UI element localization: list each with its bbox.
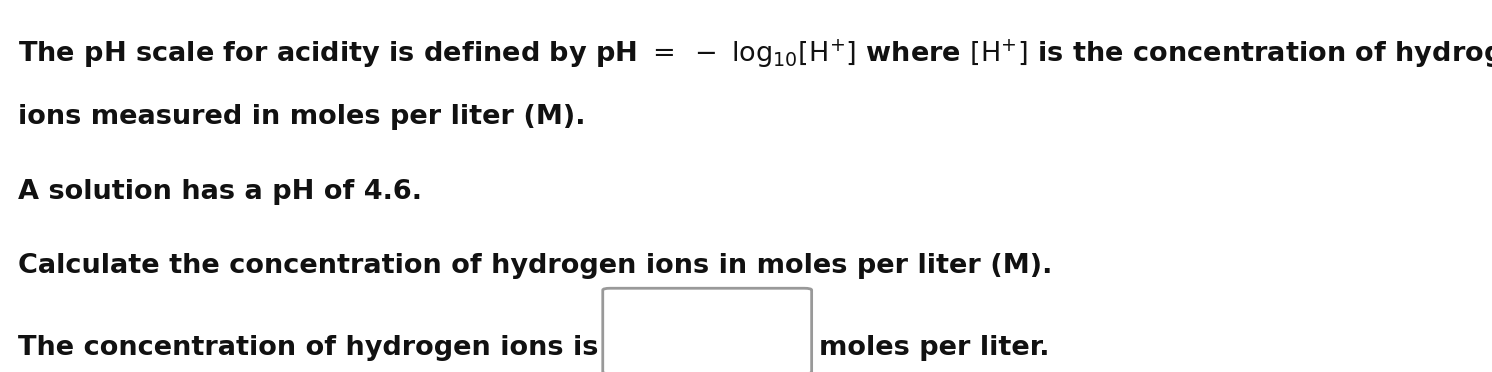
Text: moles per liter.: moles per liter.	[819, 335, 1049, 361]
Text: A solution has a pH of 4.6.: A solution has a pH of 4.6.	[18, 179, 422, 205]
FancyBboxPatch shape	[603, 288, 812, 372]
Text: The concentration of hydrogen ions is: The concentration of hydrogen ions is	[18, 335, 598, 361]
Text: Calculate the concentration of hydrogen ions in moles per liter (M).: Calculate the concentration of hydrogen …	[18, 253, 1052, 279]
Text: ions measured in moles per liter (M).: ions measured in moles per liter (M).	[18, 104, 585, 130]
Text: The pH scale for acidity is defined by pH $=\ -\ \log_{10}\!\left[\mathrm{H}^{+}: The pH scale for acidity is defined by p…	[18, 37, 1492, 70]
